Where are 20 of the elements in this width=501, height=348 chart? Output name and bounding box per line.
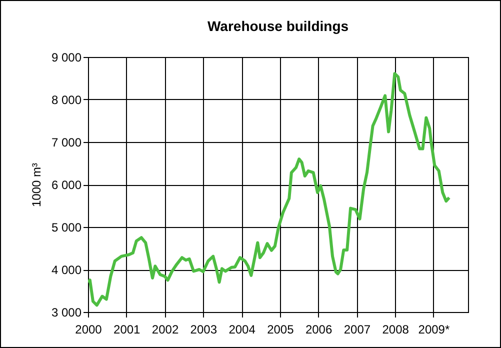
x-tick-label: 2002: [152, 322, 179, 336]
y-tick-label: 5 000: [51, 220, 82, 234]
x-tick-label: 2003: [190, 322, 218, 336]
x-tick-label: 2007: [344, 322, 371, 336]
x-tick-label: 2004: [228, 322, 256, 336]
line-series: [88, 72, 451, 307]
x-tick-label: 2001: [114, 322, 141, 336]
x-tick-label: 2006: [305, 322, 332, 336]
y-tick-label: 6 000: [51, 178, 82, 192]
y-tick-label: 7 000: [51, 136, 82, 150]
x-tick-label: 2008: [382, 322, 410, 336]
x-tick-label: 2005: [267, 322, 294, 336]
x-tick-label: 2009*: [418, 322, 450, 336]
x-tick-label: 2000: [75, 322, 102, 336]
y-tick-label: 4 000: [51, 263, 82, 277]
y-tick-label: 3 000: [51, 306, 82, 320]
y-tick-label: 8 000: [51, 93, 82, 107]
chart-title: Warehouse buildings: [207, 18, 349, 34]
y-axis-title: 1000 m³: [29, 162, 44, 208]
y-tick-label: 9 000: [51, 50, 82, 64]
